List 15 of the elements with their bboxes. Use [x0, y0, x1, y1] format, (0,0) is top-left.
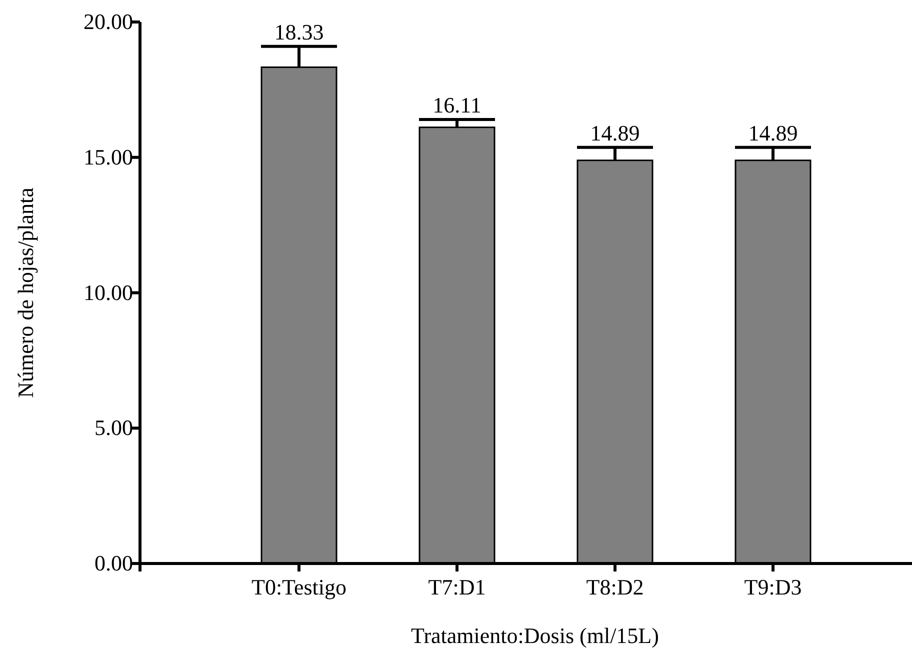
data-label: 18.33 [274, 19, 324, 44]
x-tick-label: T0:Testigo [251, 574, 347, 600]
data-label: 14.89 [748, 120, 798, 146]
data-label: 14.89 [590, 120, 640, 146]
x-tick-label: T8:D2 [586, 574, 644, 600]
y-tick-label: 10.00 [84, 280, 133, 305]
y-tick-label: 0.00 [94, 550, 133, 576]
y-tick-label: 20.00 [84, 9, 133, 34]
y-tick-label: 5.00 [94, 415, 133, 440]
x-tick-label: T7:D1 [428, 574, 486, 600]
y-axis-title: Número de hojas/planta [13, 187, 38, 398]
x-axis-title: Tratamiento:Dosis (ml/15L) [411, 623, 659, 648]
x-tick-label: T9:D3 [744, 574, 802, 600]
y-tick-label: 15.00 [84, 144, 133, 170]
data-label: 16.11 [432, 92, 482, 118]
